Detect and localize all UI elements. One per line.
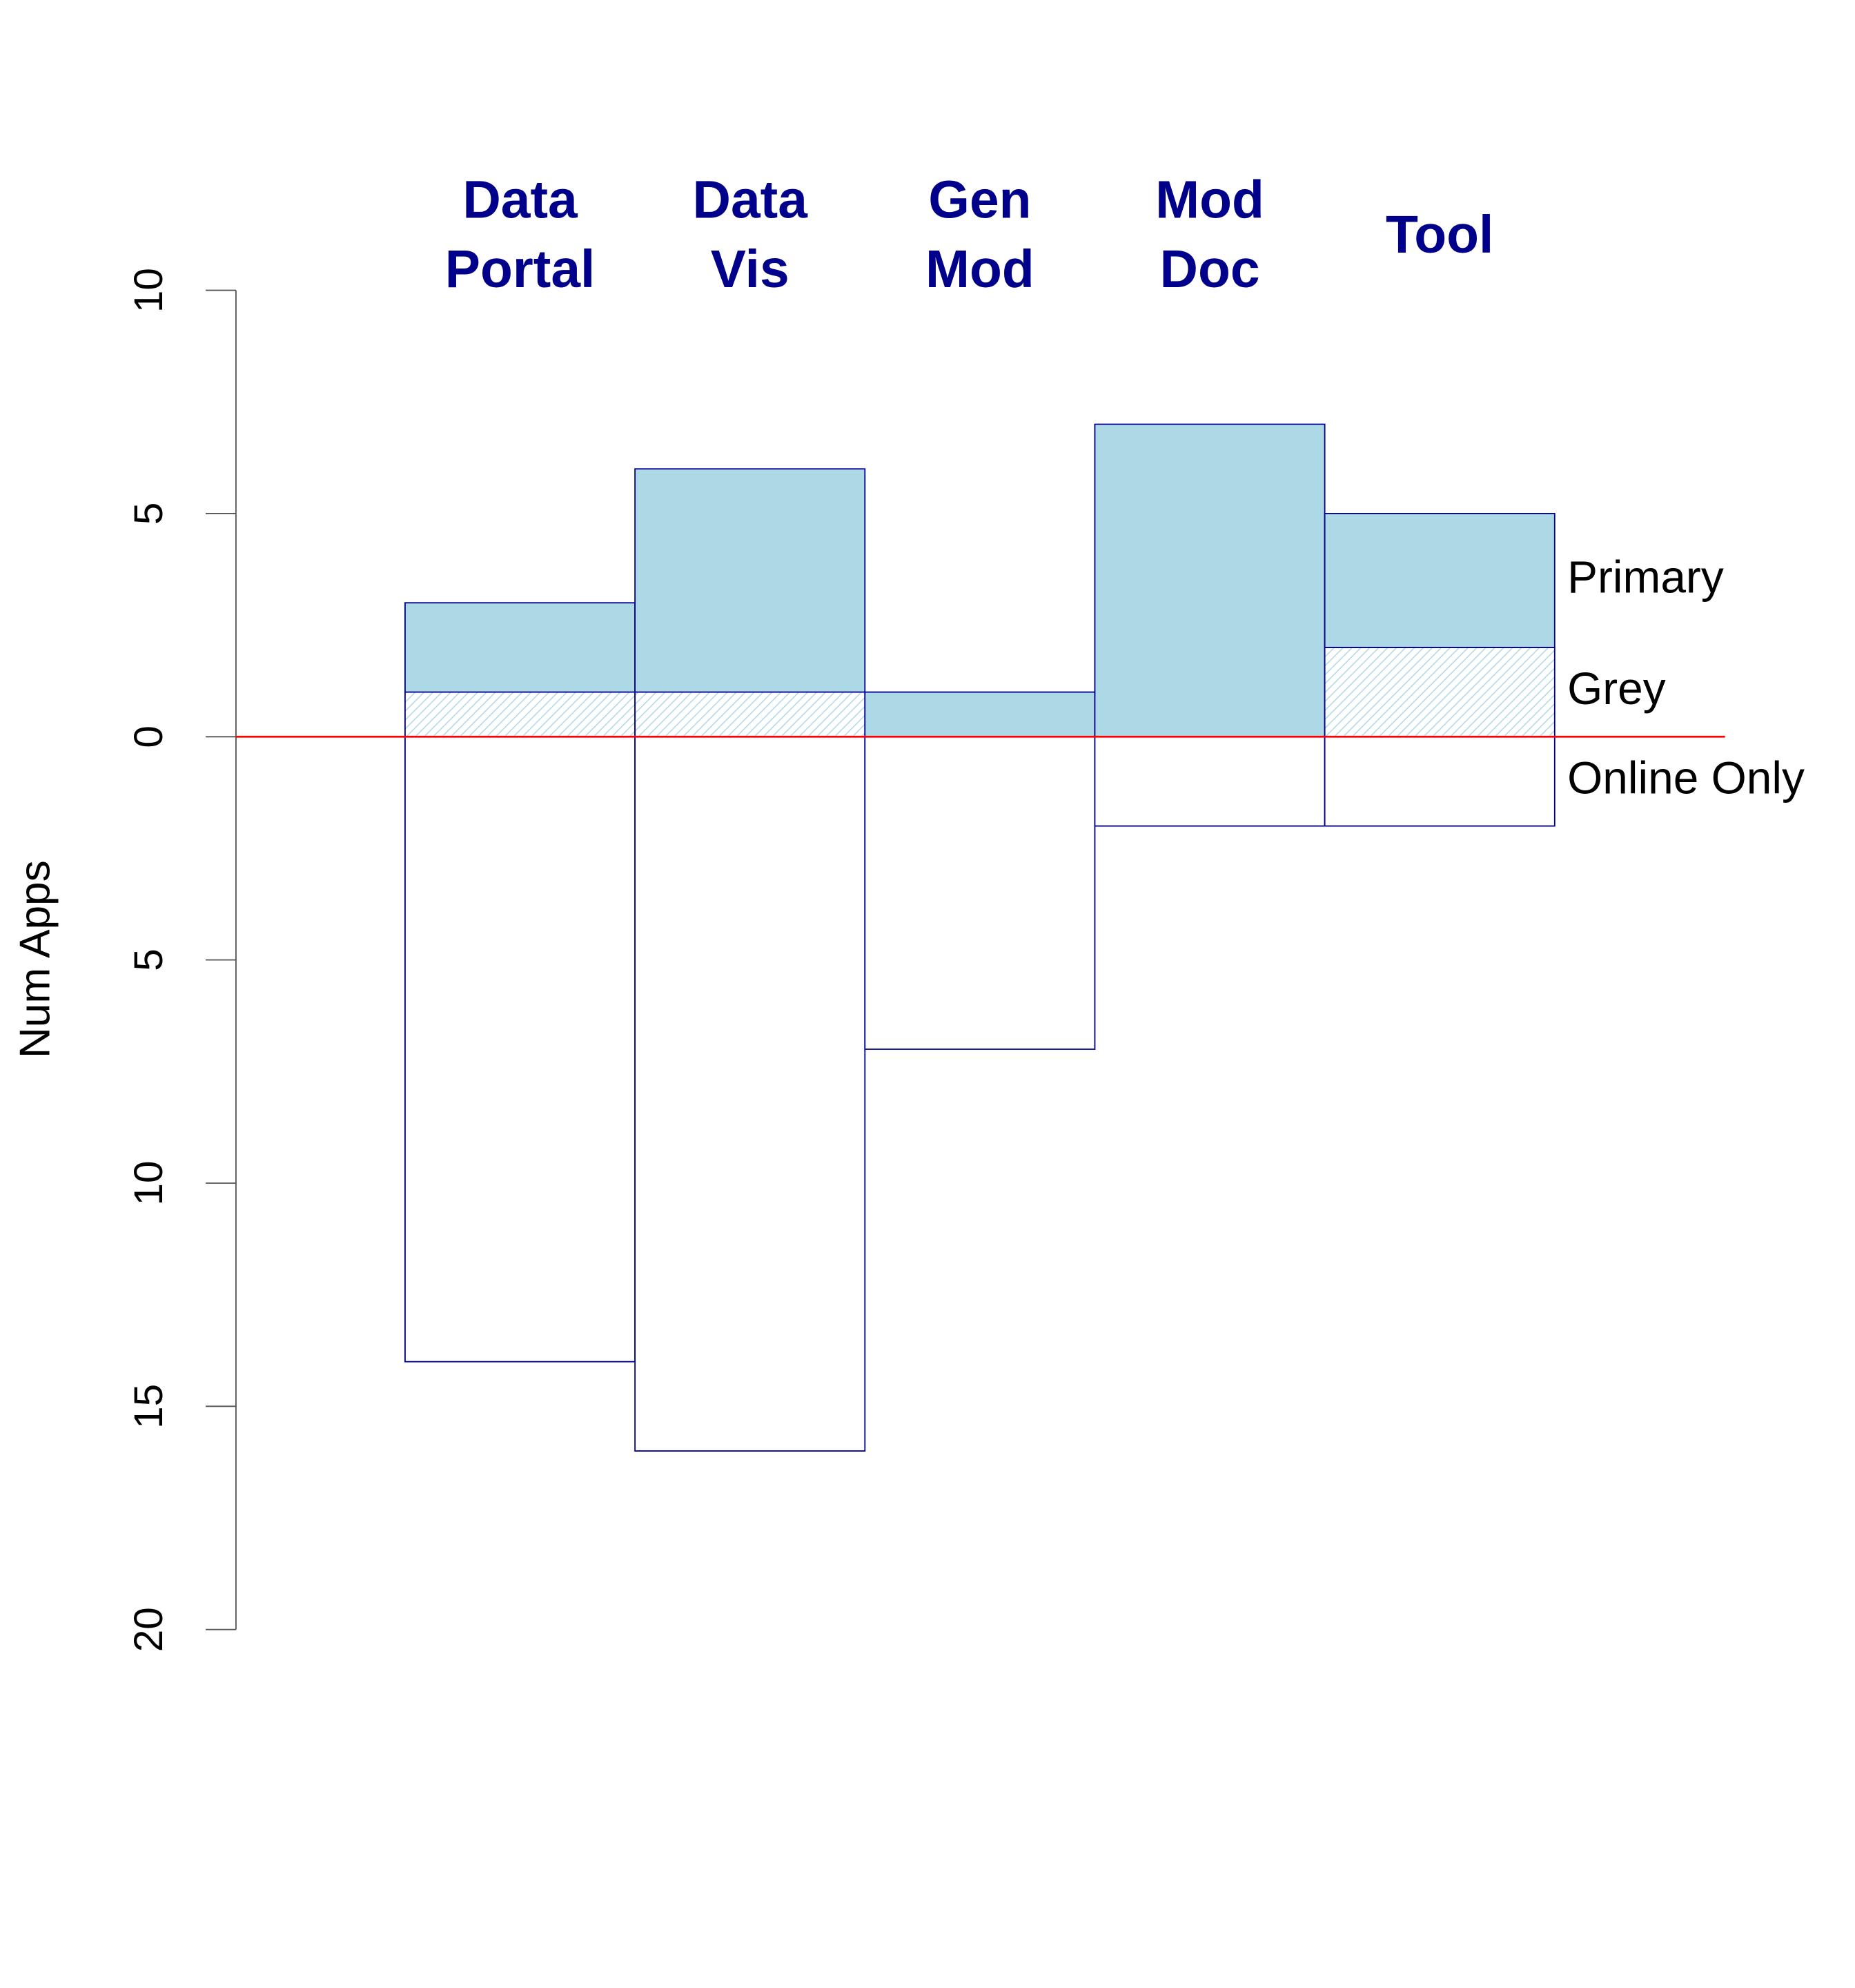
bar-segment [404, 691, 636, 738]
category-label: Mod [925, 240, 1034, 299]
category-label: Data [692, 170, 808, 230]
legend-label: Online Only [1567, 752, 1805, 803]
y-tick-label: 0 [126, 725, 171, 748]
y-axis-label: Num Apps [11, 860, 59, 1058]
legend-label: Primary [1567, 551, 1724, 602]
bar-segment [404, 602, 636, 693]
category-label: Doc [1160, 240, 1260, 299]
bar-segment [864, 691, 1096, 738]
bar-segment [634, 468, 866, 693]
bar-segment [864, 736, 1096, 1050]
bar-segment [1094, 423, 1326, 738]
y-tick-label: 15 [126, 1384, 171, 1429]
category-label: Gen [928, 170, 1031, 230]
bar-segment [634, 736, 866, 1452]
y-tick-label: 10 [126, 1160, 171, 1205]
bar-segment [1324, 736, 1555, 827]
y-tick-label: 5 [126, 503, 171, 525]
bar-segment [1094, 736, 1326, 827]
y-tick-label: 20 [126, 1607, 171, 1652]
y-tick-label: 10 [126, 268, 171, 313]
category-label: Data [462, 170, 578, 230]
category-label: Portal [445, 240, 596, 299]
bar-segment [634, 691, 866, 738]
legend-label: Grey [1567, 663, 1666, 714]
category-label: Tool [1386, 205, 1493, 264]
bar-segment [1324, 513, 1555, 648]
category-label: Vis [711, 240, 789, 299]
bar-segment [404, 736, 636, 1363]
category-label: Mod [1155, 170, 1264, 230]
bar-segment [1324, 647, 1555, 738]
y-tick-label: 5 [126, 948, 171, 971]
